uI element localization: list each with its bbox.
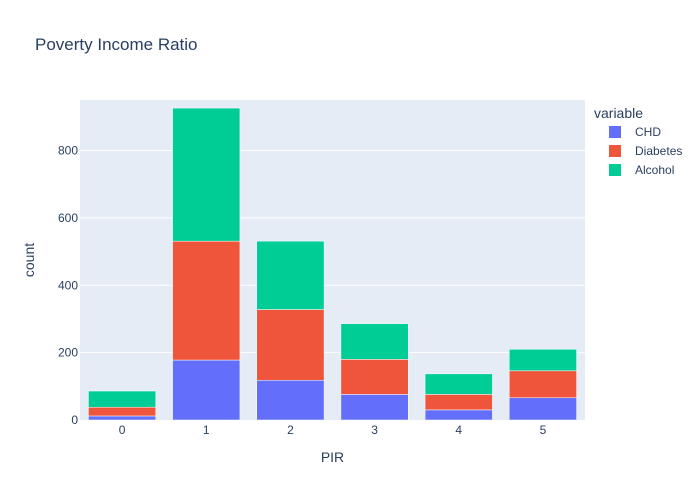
bar-chd-2[interactable] (256, 380, 325, 421)
legend-swatch-chd[interactable] (609, 126, 621, 138)
legend-label-chd[interactable]: CHD (635, 125, 661, 139)
legend-swatch-diabetes[interactable] (609, 145, 621, 157)
plot-background (80, 100, 585, 420)
bar-alcohol-3[interactable] (340, 323, 409, 360)
legend-swatch-alcohol[interactable] (609, 164, 621, 176)
y-axis-ticks: 0 200 400 600 800 (58, 144, 78, 427)
bar-chd-1[interactable] (172, 359, 241, 421)
chart-title: Poverty Income Ratio (35, 35, 198, 54)
bar-alcohol-0[interactable] (88, 390, 156, 408)
bar-alcohol-2[interactable] (256, 240, 325, 310)
legend-title: variable (594, 105, 643, 121)
legend-label-alcohol[interactable]: Alcohol (635, 163, 674, 177)
bar-chd-0[interactable] (88, 415, 156, 421)
x-tick-label: 2 (287, 423, 294, 437)
y-tick-label: 0 (71, 413, 78, 427)
bar-diabetes-0[interactable] (88, 406, 156, 417)
bars (88, 107, 577, 421)
legend-label-diabetes[interactable]: Diabetes (635, 144, 682, 158)
bar-alcohol-4[interactable] (424, 373, 493, 395)
bar-diabetes-1[interactable] (172, 240, 241, 361)
y-tick-label: 800 (58, 144, 78, 158)
bar-chd-4[interactable] (424, 409, 493, 421)
y-tick-label: 600 (58, 211, 78, 225)
bar-diabetes-2[interactable] (256, 309, 325, 381)
bar-chd-5[interactable] (509, 397, 577, 421)
x-axis-ticks: 0 1 2 3 4 5 (119, 423, 547, 437)
x-axis-title: PIR (321, 449, 344, 465)
y-axis-title: count (21, 243, 37, 277)
bar-alcohol-5[interactable] (509, 349, 577, 372)
x-tick-label: 3 (371, 423, 378, 437)
legend-items: CHD Diabetes Alcohol (609, 125, 682, 177)
x-tick-label: 4 (455, 423, 462, 437)
bar-alcohol-1[interactable] (172, 107, 241, 242)
bar-diabetes-4[interactable] (424, 394, 493, 411)
y-tick-label: 200 (58, 346, 78, 360)
legend: variable CHD Diabetes Alcohol (594, 105, 682, 177)
x-tick-label: 1 (203, 423, 210, 437)
x-tick-label: 0 (119, 423, 126, 437)
bar-diabetes-5[interactable] (509, 370, 577, 399)
bar-diabetes-3[interactable] (340, 359, 409, 395)
bar-chd-3[interactable] (340, 394, 409, 421)
x-tick-label: 5 (540, 423, 547, 437)
y-tick-label: 400 (58, 278, 78, 292)
grid-lines (80, 150, 585, 354)
